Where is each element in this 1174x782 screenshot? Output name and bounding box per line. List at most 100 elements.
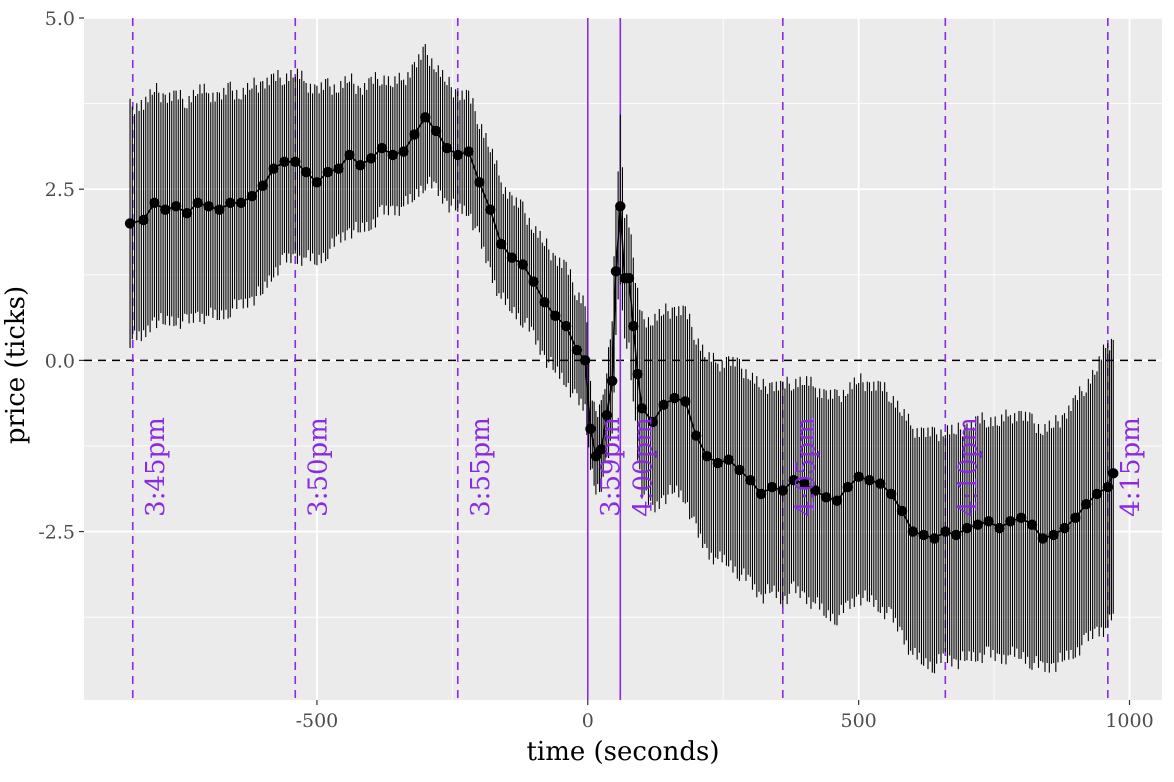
data-point	[864, 474, 875, 486]
data-point	[755, 488, 767, 500]
data-point	[246, 190, 258, 202]
data-point	[149, 197, 160, 209]
data-point	[355, 160, 366, 171]
data-point	[615, 201, 626, 212]
data-point	[539, 296, 550, 308]
data-point	[690, 430, 702, 441]
time-marker-labels: 3:45pm 3:50pm 3:55pm 3:59pm 4:00pm 4:05pm 4:10…	[141, 417, 1146, 517]
data-point	[842, 481, 854, 493]
data-point	[669, 392, 680, 404]
data-point	[820, 492, 832, 503]
time-marker-label: 4:00pm	[628, 417, 658, 517]
data-point	[214, 204, 225, 215]
data-point	[333, 163, 344, 174]
time-marker-label: 4:15pm	[1116, 417, 1146, 517]
y-tick-label: 2.5	[45, 179, 75, 201]
data-point	[983, 516, 994, 527]
time-marker-label: 3:50pm	[303, 417, 333, 517]
data-point	[885, 488, 897, 500]
data-point	[311, 177, 323, 188]
data-point	[734, 464, 745, 476]
data-point	[875, 478, 886, 489]
data-point	[788, 474, 799, 486]
data-point	[1048, 529, 1059, 541]
time-marker-label: 3:45pm	[141, 417, 171, 517]
data-point	[929, 533, 940, 544]
x-tick-label: 1000	[1105, 710, 1153, 732]
time-marker-label: 3:55pm	[466, 417, 496, 517]
data-point	[810, 485, 821, 496]
data-point	[420, 112, 431, 123]
data-point	[701, 451, 713, 462]
data-point	[1015, 512, 1027, 524]
data-point	[1026, 519, 1038, 530]
data-point	[268, 163, 279, 174]
data-point	[1080, 498, 1092, 510]
data-point	[517, 259, 528, 270]
data-point	[344, 149, 355, 161]
x-tick-label: 0	[582, 710, 594, 732]
data-point	[1005, 516, 1016, 527]
data-point	[1108, 468, 1119, 479]
data-point	[628, 320, 639, 332]
data-point	[170, 201, 182, 212]
data-point	[560, 320, 572, 332]
data-point	[940, 526, 951, 537]
data-point	[712, 457, 723, 469]
data-point	[495, 238, 507, 250]
data-point	[225, 197, 236, 209]
data-point	[300, 166, 312, 178]
data-point	[853, 471, 864, 482]
data-point	[279, 156, 290, 167]
y-tick-label: 5.0	[45, 8, 75, 30]
data-point	[585, 423, 596, 435]
data-point	[961, 522, 973, 534]
data-point	[365, 153, 377, 164]
data-point	[398, 146, 409, 157]
data-point	[831, 495, 843, 506]
data-point	[181, 207, 193, 219]
data-point	[723, 454, 734, 465]
data-point	[610, 266, 622, 277]
data-point	[972, 519, 984, 530]
data-point	[606, 375, 618, 387]
data-point	[596, 444, 607, 455]
data-point	[632, 368, 643, 380]
data-point	[1037, 533, 1049, 544]
data-point	[290, 156, 301, 167]
data-point	[777, 485, 789, 496]
data-point	[430, 125, 442, 137]
data-point	[1070, 512, 1081, 524]
data-point	[680, 396, 691, 407]
time-marker-label: 4:10pm	[953, 417, 983, 517]
data-point	[918, 529, 929, 541]
data-point	[322, 166, 333, 178]
data-point	[994, 522, 1005, 534]
time-marker-label: 3:59pm	[596, 417, 626, 517]
data-point	[579, 355, 591, 366]
y-tick-label: -2.5	[38, 522, 75, 544]
data-point	[257, 180, 268, 191]
data-point	[192, 197, 203, 209]
data-point	[528, 276, 539, 287]
data-point	[452, 149, 463, 161]
data-point	[160, 204, 171, 215]
axes: -500 0 500 1000 5.0 2.5 0.0 -2.5	[38, 8, 1153, 732]
data-point	[376, 142, 388, 154]
data-point	[1059, 522, 1070, 534]
data-point	[799, 478, 810, 489]
data-point	[138, 214, 149, 226]
data-point	[571, 344, 583, 356]
data-point	[441, 142, 453, 154]
data-point	[124, 218, 136, 229]
data-point	[203, 201, 214, 212]
data-point	[896, 505, 908, 517]
data-point	[647, 416, 658, 428]
data-point	[950, 529, 962, 541]
data-point	[474, 177, 485, 188]
data-point	[506, 252, 518, 263]
data-point	[409, 129, 420, 140]
y-axis-title: price (ticks)	[1, 286, 31, 444]
data-point	[387, 149, 398, 161]
